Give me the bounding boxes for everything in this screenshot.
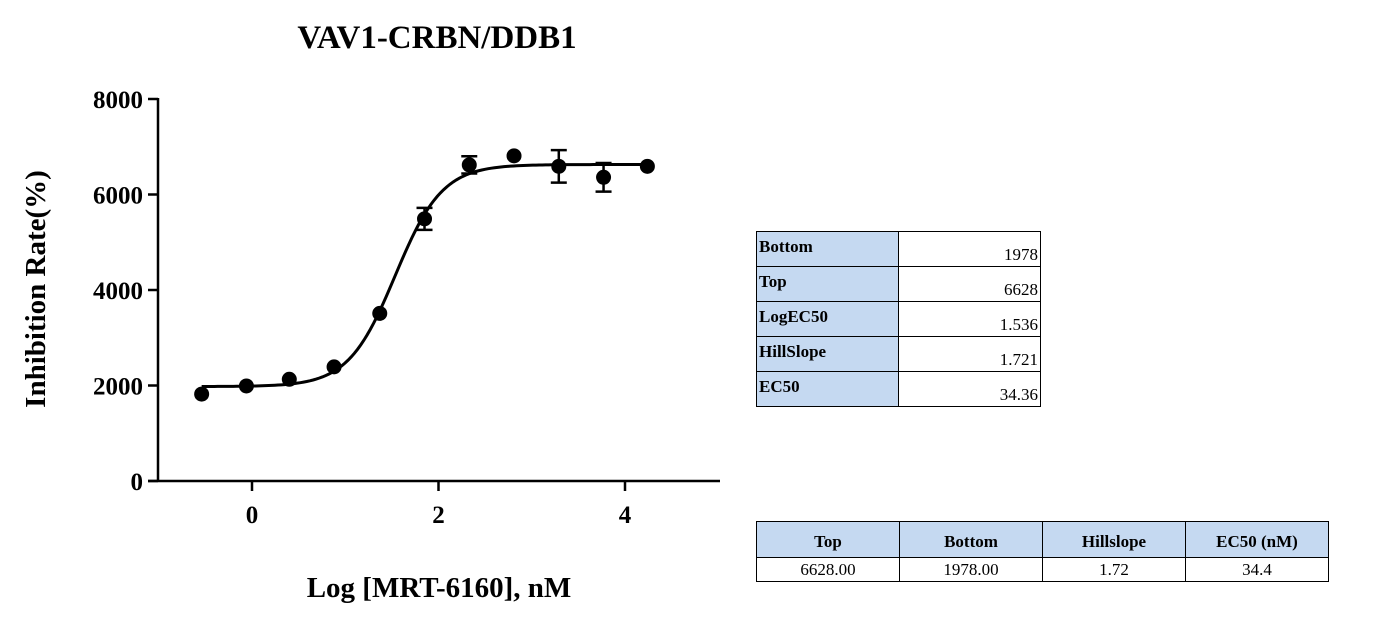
y-axis-label: Inhibition Rate(%) xyxy=(20,170,52,408)
summary-value-bottom: 1978.00 xyxy=(899,557,1043,582)
summary-header-hillslope: Hillslope xyxy=(1042,521,1186,558)
data-points xyxy=(194,148,655,402)
param-row-top: Top 6628 xyxy=(756,266,1041,302)
summary-header-row: Top Bottom Hillslope EC50 (nM) xyxy=(756,521,1329,558)
y-axis: 0 2000 4000 6000 8000 xyxy=(93,87,160,496)
y-ticks: 0 2000 4000 6000 8000 xyxy=(93,87,158,496)
data-point xyxy=(639,158,655,174)
param-value: 1.536 xyxy=(898,301,1041,337)
param-value: 1.721 xyxy=(898,336,1041,372)
x-tick-label: 4 xyxy=(619,502,632,529)
x-axis-label: Log [MRT-6160], nM xyxy=(307,572,572,604)
y-tick-label: 6000 xyxy=(93,183,143,210)
data-point xyxy=(238,378,254,394)
data-point xyxy=(551,158,567,174)
data-point xyxy=(596,169,612,185)
x-ticks: 0 2 4 xyxy=(246,481,632,529)
x-axis: 0 2 4 xyxy=(148,479,720,529)
param-name: HillSlope xyxy=(756,336,899,372)
data-point xyxy=(417,211,433,227)
param-value: 6628 xyxy=(898,266,1041,302)
data-point xyxy=(194,386,210,402)
param-row-logec50: LogEC50 1.536 xyxy=(756,301,1041,337)
summary-header-ec50: EC50 (nM) xyxy=(1185,521,1329,558)
summary-value-ec50: 34.4 xyxy=(1185,557,1329,582)
y-tick-label: 4000 xyxy=(93,278,143,305)
x-tick-label: 0 xyxy=(246,502,259,529)
param-row-bottom: Bottom 1978 xyxy=(756,231,1041,267)
summary-header-top: Top xyxy=(756,521,900,558)
param-row-ec50: EC50 34.36 xyxy=(756,371,1041,407)
data-point xyxy=(281,371,297,387)
param-name: Bottom xyxy=(756,231,899,267)
y-tick-label: 2000 xyxy=(93,374,143,401)
y-tick-label: 0 xyxy=(131,469,144,496)
chart-title: VAV1-CRBN/DDB1 xyxy=(297,20,576,56)
param-name: EC50 xyxy=(756,371,899,407)
summary-value-top: 6628.00 xyxy=(756,557,900,582)
parameter-table: Bottom 1978 Top 6628 LogEC50 1.536 HillS… xyxy=(756,231,1041,407)
param-row-hillslope: HillSlope 1.721 xyxy=(756,336,1041,372)
chart: VAV1-CRBN/DDB1 0 2000 4000 6000 8000 0 2 4 Log… xyxy=(20,20,720,604)
param-name: Top xyxy=(756,266,899,302)
data-point xyxy=(506,148,522,164)
summary-value-hillslope: 1.72 xyxy=(1042,557,1186,582)
param-name: LogEC50 xyxy=(756,301,899,337)
param-value: 1978 xyxy=(898,231,1041,267)
x-tick-label: 2 xyxy=(432,502,445,529)
summary-value-row: 6628.00 1978.00 1.72 34.4 xyxy=(756,557,1329,582)
summary-table: Top Bottom Hillslope EC50 (nM) 6628.00 1… xyxy=(756,521,1329,582)
fit-curve xyxy=(201,163,648,388)
summary-header-bottom: Bottom xyxy=(899,521,1043,558)
data-point xyxy=(326,359,342,375)
param-value: 34.36 xyxy=(898,371,1041,407)
data-point xyxy=(461,157,477,173)
data-point xyxy=(372,305,388,321)
y-tick-label: 8000 xyxy=(93,87,143,114)
